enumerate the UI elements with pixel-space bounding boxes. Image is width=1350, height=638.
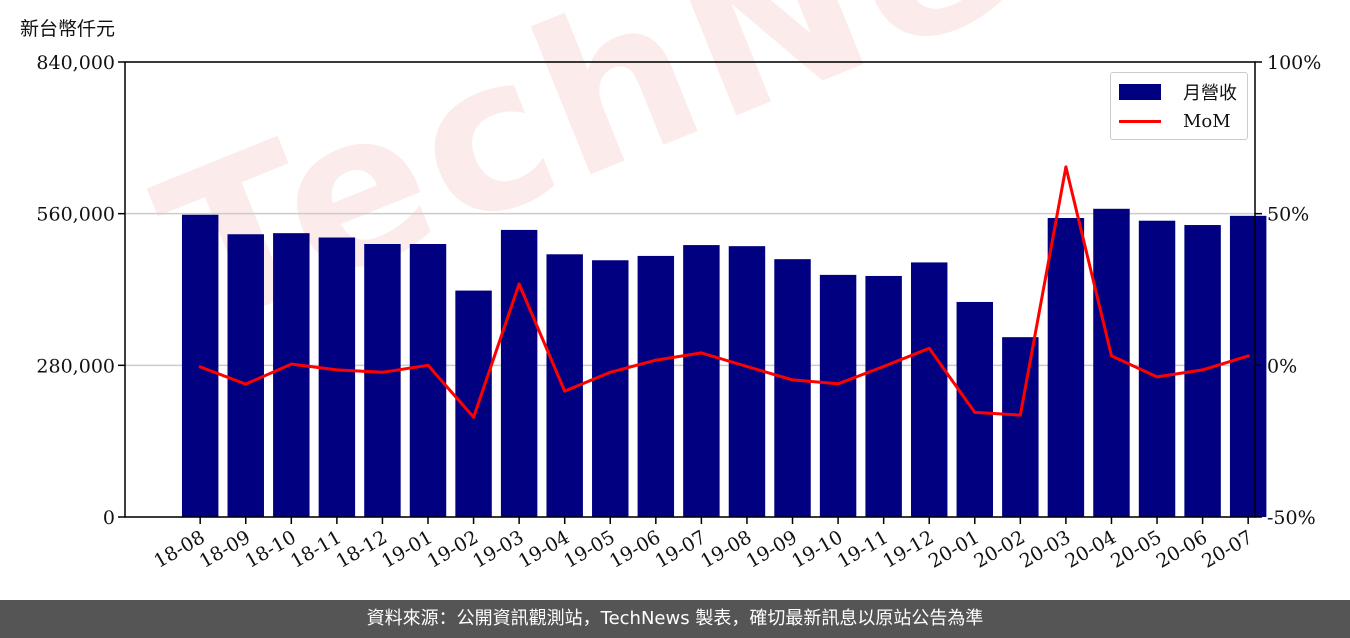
x-tick-label: 19-09: [743, 526, 801, 572]
bar-19-07: [683, 245, 720, 518]
bar-19-11: [865, 275, 902, 517]
bar-20-03: [1047, 218, 1085, 517]
x-tick-label: 20-06: [1153, 526, 1211, 572]
mom-point-19-03: [517, 282, 521, 286]
mom-point-20-04: [1109, 354, 1113, 358]
y-tick-label: 0: [103, 507, 115, 529]
bar-19-08: [728, 246, 766, 517]
y2-tick-label: 50%: [1267, 204, 1309, 226]
x-tick-label: 18-12: [332, 526, 390, 572]
x-tick-label: 18-08: [150, 526, 208, 572]
mom-point-18-08: [198, 365, 202, 369]
mom-point-18-10: [289, 362, 293, 366]
x-tick-label: 19-06: [606, 526, 664, 572]
bar-20-02: [1002, 337, 1039, 517]
mom-point-20-02: [1018, 413, 1022, 417]
bar-20-01: [956, 301, 994, 517]
mom-point-19-02: [472, 415, 476, 419]
x-tick-label: 19-01: [378, 526, 436, 572]
bar-19-10: [819, 274, 857, 517]
mom-point-20-07: [1246, 354, 1250, 358]
legend-swatch-mom: [1119, 119, 1161, 123]
mom-point-19-12: [927, 346, 931, 350]
bar-19-03: [500, 229, 538, 517]
mom-point-20-05: [1155, 375, 1159, 379]
y-tick-label: 280,000: [36, 355, 115, 377]
x-tick-label: 19-11: [834, 526, 892, 572]
mom-point-18-12: [380, 370, 384, 374]
x-tick-label: 18-09: [196, 526, 254, 572]
mom-point-18-09: [244, 382, 248, 386]
mom-point-19-07: [699, 351, 703, 355]
mom-point-19-05: [608, 370, 612, 374]
x-tick-label: 20-02: [970, 526, 1028, 572]
bar-18-09: [227, 234, 264, 517]
legend-label-mom: MoM: [1183, 110, 1231, 132]
bar-20-05: [1138, 220, 1176, 518]
bar-18-10: [273, 233, 310, 517]
legend-item-mom: MoM: [1119, 109, 1231, 133]
mom-point-19-09: [791, 378, 795, 382]
x-tick-label: 19-08: [697, 526, 755, 572]
bar-18-11: [318, 237, 356, 517]
footer-source-note: 資料來源：公開資訊觀測站，TechNews 製表，確切最新訊息以原站公告為準: [0, 600, 1350, 638]
x-tick-label: 19-03: [469, 526, 527, 572]
x-tick-label: 20-04: [1062, 526, 1120, 572]
y-tick-label: 560,000: [36, 204, 115, 226]
bar-20-07: [1229, 215, 1267, 518]
x-tick-label: 19-12: [879, 526, 937, 572]
mom-point-20-06: [1201, 368, 1205, 372]
chart: 0 280,000 560,000 840,000 -50% 0% 50% 100% 18-08…: [36, 52, 1321, 573]
y2-tick-label: 100%: [1267, 52, 1321, 74]
legend-item-revenue: 月營收: [1119, 80, 1237, 104]
bar-19-09: [774, 259, 811, 517]
mom-point-19-01: [426, 363, 430, 367]
x-tick-label: 19-10: [788, 526, 846, 572]
mom-point-18-11: [335, 368, 339, 372]
x-tick-label: 20-01: [925, 526, 983, 572]
legend-label-revenue: 月營收: [1183, 83, 1237, 104]
y-axis-unit-label: 新台幣仟元: [20, 18, 116, 40]
mom-point-19-06: [654, 358, 658, 362]
mom-line: [199, 165, 1249, 419]
x-tick-label: 19-05: [560, 526, 618, 572]
y2-tick-label: -50%: [1267, 507, 1316, 529]
bar-19-06: [637, 255, 675, 517]
y2-tick-label: 0%: [1267, 355, 1297, 377]
x-tick-label: 20-07: [1198, 526, 1256, 572]
x-tick-label: 19-07: [651, 526, 709, 572]
legend: 月營收 MoM: [1110, 72, 1248, 140]
bar-19-12: [910, 262, 948, 517]
x-tick-label: 18-11: [287, 526, 345, 572]
mom-point-20-03: [1064, 165, 1068, 169]
x-tick-label: 20-03: [1016, 526, 1074, 572]
mom-point-19-08: [745, 365, 749, 369]
mom-point-19-10: [836, 382, 840, 386]
x-tick-label: 18-10: [241, 526, 299, 572]
mom-point-19-11: [882, 365, 886, 369]
legend-swatch-revenue: [1119, 84, 1161, 100]
y-tick-label: 840,000: [36, 52, 115, 74]
x-tick-label: 19-04: [515, 526, 573, 572]
x-tick-label: 20-05: [1107, 526, 1165, 572]
mom-point-19-04: [563, 389, 567, 393]
mom-point-20-01: [973, 410, 977, 414]
x-tick-label: 19-02: [424, 526, 482, 572]
plot-frame: [124, 61, 1256, 518]
bar-19-05: [592, 260, 629, 517]
bar-18-12: [364, 244, 401, 517]
